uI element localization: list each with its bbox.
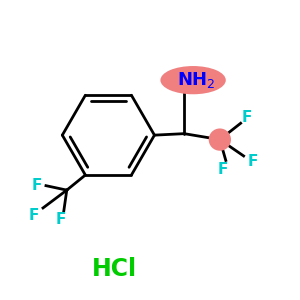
Text: F: F [29,208,39,223]
Text: F: F [248,154,258,169]
Text: HCl: HCl [92,257,137,281]
Text: NH$_2$: NH$_2$ [177,70,215,90]
Text: F: F [32,178,42,193]
Ellipse shape [209,128,231,151]
Text: F: F [56,212,66,227]
Text: F: F [218,162,228,177]
Text: F: F [242,110,252,125]
Ellipse shape [160,66,226,94]
